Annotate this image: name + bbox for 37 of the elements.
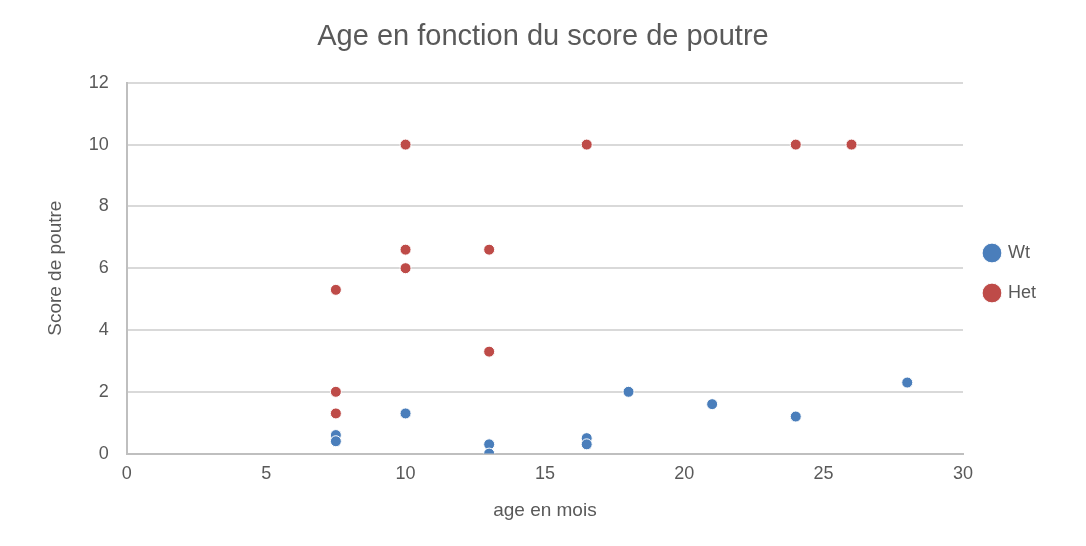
point [789,138,802,151]
point [789,410,802,423]
y-tick-label: 10 [88,133,109,154]
point [580,138,593,151]
x-axis-title: age en mois [493,498,597,520]
x-tick-label: 25 [813,463,834,484]
point [329,283,342,296]
point [622,385,635,398]
x-tick-label: 0 [121,463,132,484]
point [329,435,342,448]
point [483,345,496,358]
x-tick-label: 20 [674,463,695,484]
point [399,138,412,151]
legend-label: Wt [1007,241,1030,262]
chart-title: Age en fonction du score de poutre [317,19,769,52]
point [329,385,342,398]
y-tick-label: 8 [98,195,109,216]
y-tick-label: 6 [98,257,109,278]
y-tick-label: 12 [88,71,109,92]
point [399,243,412,256]
y-tick-label: 2 [98,380,109,401]
x-tick-label: 30 [952,463,973,484]
point [901,376,914,389]
point [399,262,412,275]
point [329,407,342,420]
y-axis-title: Score de poutre [43,200,65,336]
y-tick-label: 0 [98,442,109,463]
x-tick-label: 10 [395,463,416,484]
point [845,138,858,151]
y-tick-label: 4 [98,318,109,339]
point [706,398,719,411]
point [399,407,412,420]
x-tick-label: 15 [534,463,555,484]
x-tick-label: 5 [261,463,272,484]
point [580,438,593,451]
point [483,243,496,256]
legend-label: Het [1007,281,1036,302]
